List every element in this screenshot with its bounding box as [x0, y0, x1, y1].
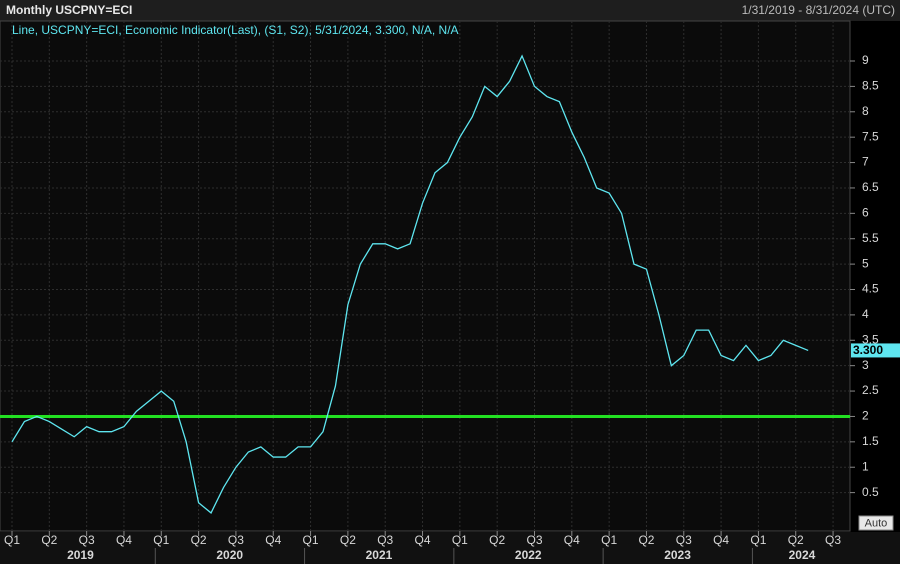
x-tick-label: Q1 [153, 533, 169, 547]
x-tick-label: Q2 [489, 533, 505, 547]
chart-title: Monthly USCPNY=ECI [6, 3, 132, 17]
plot-area [0, 20, 851, 532]
x-axis-band [0, 532, 900, 564]
y-tick-label: 6.5 [862, 180, 879, 194]
x-tick-label: Q2 [788, 533, 804, 547]
x-tick-label: Q3 [228, 533, 244, 547]
x-tick-label: Q4 [564, 533, 580, 547]
y-tick-label: 7.5 [862, 129, 879, 143]
y-tick-label: 7 [862, 155, 869, 169]
year-label: 2021 [366, 548, 393, 562]
x-tick-label: Q3 [79, 533, 95, 547]
current-value-tag [851, 343, 900, 358]
x-tick-label: Q1 [601, 533, 617, 547]
year-label: 2024 [789, 548, 816, 562]
auto-button-label[interactable]: Auto [865, 517, 888, 529]
y-tick-label: 4 [862, 307, 869, 321]
x-tick-label: Q4 [116, 533, 132, 547]
x-tick-label: Q4 [265, 533, 281, 547]
header-bar [0, 0, 900, 21]
x-tick-label: Q3 [377, 533, 393, 547]
x-tick-label: Q2 [191, 533, 207, 547]
year-label: 2023 [664, 548, 691, 562]
y-tick-label: 5 [862, 256, 869, 270]
x-tick-label: Q1 [750, 533, 766, 547]
x-tick-label: Q3 [676, 533, 692, 547]
x-tick-label: Q3 [825, 533, 841, 547]
y-tick-label: 8 [862, 104, 869, 118]
legend-entry: Line, USCPNY=ECI, Economic Indicator(Las… [12, 23, 459, 37]
current-value-label: 3.300 [853, 343, 883, 357]
y-tick-label: 1.5 [862, 434, 879, 448]
y-tick-label: 0.5 [862, 485, 879, 499]
x-tick-label: Q2 [638, 533, 654, 547]
x-tick-label: Q4 [713, 533, 729, 547]
data-line [11, 54, 809, 514]
year-label: 2019 [67, 548, 94, 562]
y-tick-label: 4.5 [862, 282, 879, 296]
y-tick-label: 2 [862, 409, 869, 423]
x-tick-label: Q2 [41, 533, 57, 547]
y-tick-label: 2.5 [862, 383, 879, 397]
y-tick-label: 1 [862, 459, 869, 473]
x-tick-label: Q4 [415, 533, 431, 547]
date-range: 1/31/2019 - 8/31/2024 (UTC) [742, 3, 895, 17]
x-tick-label: Q2 [340, 533, 356, 547]
y-tick-label: 3 [862, 358, 869, 372]
year-label: 2022 [515, 548, 542, 562]
year-label: 2020 [216, 548, 243, 562]
x-tick-label: Q3 [526, 533, 542, 547]
y-tick-label: 8.5 [862, 79, 879, 93]
y-tick-label: 3.5 [862, 332, 879, 346]
x-tick-label: Q1 [303, 533, 319, 547]
x-tick-label: Q1 [452, 533, 468, 547]
y-tick-label: 6 [862, 206, 869, 220]
y-tick-label: 5.5 [862, 231, 879, 245]
auto-button[interactable] [858, 515, 894, 531]
marks [0, 54, 850, 514]
y-tick-label: 9 [862, 53, 869, 67]
x-tick-label: Q1 [4, 533, 20, 547]
